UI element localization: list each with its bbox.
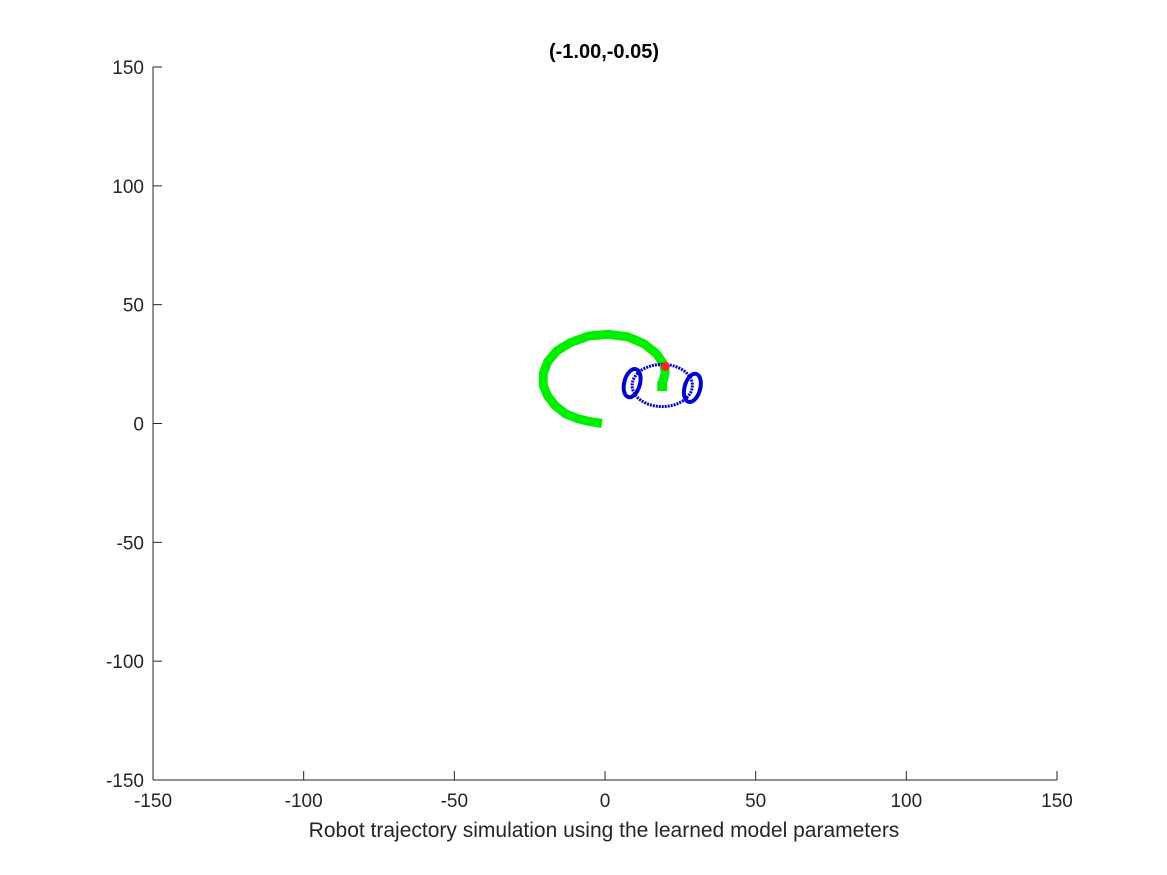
x-tick-label: 100 [890, 791, 922, 812]
x-tick-label: 0 [600, 791, 611, 812]
x-tick-label: -100 [285, 791, 323, 812]
trajectory-end-marker [657, 381, 668, 392]
trajectory-line [538, 329, 670, 428]
plot-area [538, 329, 703, 428]
y-tick-label: -100 [106, 652, 144, 673]
y-tick-label: 0 [133, 415, 144, 436]
axes: -150 -100 -50 0 50 100 150 -150 -100 -50 0 50 100 150 [106, 58, 1073, 812]
y-tick-label: 50 [123, 296, 144, 317]
y-tick-label: 100 [112, 177, 144, 198]
right-wheel [681, 371, 703, 404]
x-tick-label: 50 [745, 791, 766, 812]
chart-title: (-1.00,-0.05) [549, 41, 659, 63]
x-axis-label: Robot trajectory simulation using the le… [309, 819, 900, 842]
heading-marker [660, 361, 670, 371]
x-tick-label: -150 [134, 791, 172, 812]
x-tick-label: -50 [441, 791, 468, 812]
x-tick-label: 150 [1041, 791, 1073, 812]
y-tick-label: 150 [112, 58, 144, 79]
left-wheel [621, 366, 643, 400]
y-tick-label: -150 [106, 771, 144, 792]
y-tick-label: -50 [117, 533, 144, 554]
